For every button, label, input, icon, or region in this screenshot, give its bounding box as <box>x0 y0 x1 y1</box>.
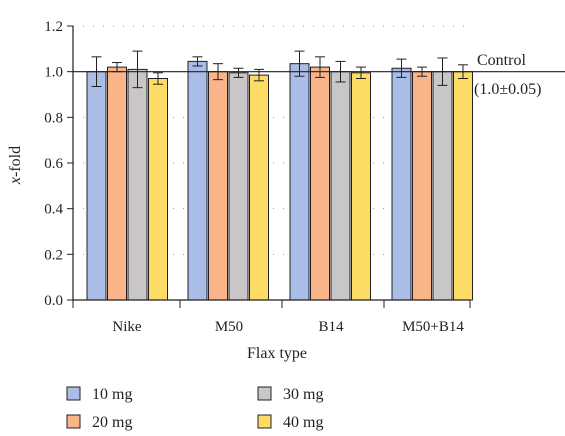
bar <box>208 71 228 301</box>
legend-label: 30 mg <box>283 386 323 403</box>
y-tick-label: 0.4 <box>44 202 63 218</box>
control-sublabel: (1.0±0.05) <box>474 81 541 98</box>
x-tick-label: M50+B14 <box>402 319 464 335</box>
bar <box>432 71 453 301</box>
x-axis-label: Flax type <box>247 345 307 362</box>
legend: 10 mg 20 mg 30 mg 40 mg <box>66 386 323 431</box>
x-tick-label: B14 <box>318 319 344 335</box>
y-tick-label: 0.8 <box>44 110 63 126</box>
legend-swatch <box>66 414 81 429</box>
bar <box>228 72 249 301</box>
bars-group <box>86 50 473 301</box>
y-tick-labels: 0.0 0.2 0.4 0.6 0.8 1.0 1.2 <box>44 19 63 309</box>
bar <box>310 66 330 301</box>
x-tick-labels: Nike M50 B14 M50+B14 <box>112 319 464 335</box>
x-tick-label: Nike <box>112 319 142 335</box>
bar <box>249 74 269 301</box>
control-label: Control <box>477 52 526 69</box>
bar <box>412 71 432 301</box>
legend-label: 20 mg <box>92 414 132 431</box>
bar <box>453 71 473 301</box>
legend-label: 40 mg <box>283 414 323 431</box>
bar <box>289 63 310 301</box>
bar <box>107 66 127 301</box>
legend-label: 10 mg <box>92 386 132 403</box>
bar <box>127 68 148 301</box>
y-tick-label: 1.0 <box>44 65 63 81</box>
bar <box>148 78 168 301</box>
legend-swatch <box>257 386 272 401</box>
y-tick-label: 0.0 <box>44 293 63 309</box>
bar <box>351 72 371 301</box>
y-tick-label: 0.6 <box>44 156 63 172</box>
y-tick-label: 0.2 <box>44 247 63 263</box>
legend-swatch <box>66 386 81 401</box>
bar <box>187 60 208 301</box>
y-axis-label-rest: -fold <box>7 146 24 177</box>
y-axis-label-italic: x <box>7 177 24 185</box>
y-axis-label: x-fold <box>7 146 24 185</box>
bar <box>330 71 351 301</box>
x-tick-label: M50 <box>215 319 243 335</box>
bar <box>391 67 412 301</box>
legend-swatch <box>257 414 272 429</box>
bar <box>86 71 107 301</box>
y-tick-label: 1.2 <box>44 19 63 35</box>
axes <box>67 25 471 308</box>
